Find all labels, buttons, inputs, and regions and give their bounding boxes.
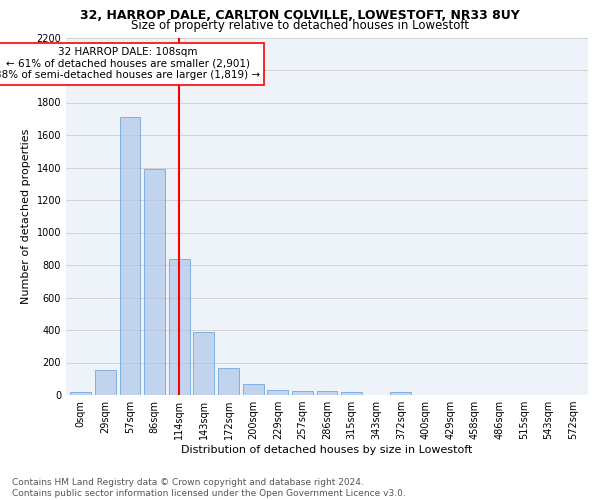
Bar [292, 390, 313, 395]
Y-axis label: Number of detached properties: Number of detached properties [21, 128, 31, 304]
Text: Size of property relative to detached houses in Lowestoft: Size of property relative to detached ho… [131, 19, 469, 32]
Bar [169, 260, 190, 395]
Bar [119, 117, 140, 395]
Bar [144, 169, 165, 395]
Text: 32, HARROP DALE, CARLTON COLVILLE, LOWESTOFT, NR33 8UY: 32, HARROP DALE, CARLTON COLVILLE, LOWES… [80, 9, 520, 22]
Bar [317, 391, 337, 395]
Bar [267, 390, 288, 395]
Bar [341, 392, 362, 395]
Bar [218, 368, 239, 395]
Bar [193, 332, 214, 395]
Text: Contains HM Land Registry data © Crown copyright and database right 2024.
Contai: Contains HM Land Registry data © Crown c… [12, 478, 406, 498]
Bar [70, 392, 91, 395]
Bar [242, 384, 263, 395]
Bar [391, 392, 412, 395]
Bar [95, 370, 116, 395]
X-axis label: Distribution of detached houses by size in Lowestoft: Distribution of detached houses by size … [181, 445, 473, 455]
Text: 32 HARROP DALE: 108sqm
← 61% of detached houses are smaller (2,901)
38% of semi-: 32 HARROP DALE: 108sqm ← 61% of detached… [0, 48, 260, 80]
